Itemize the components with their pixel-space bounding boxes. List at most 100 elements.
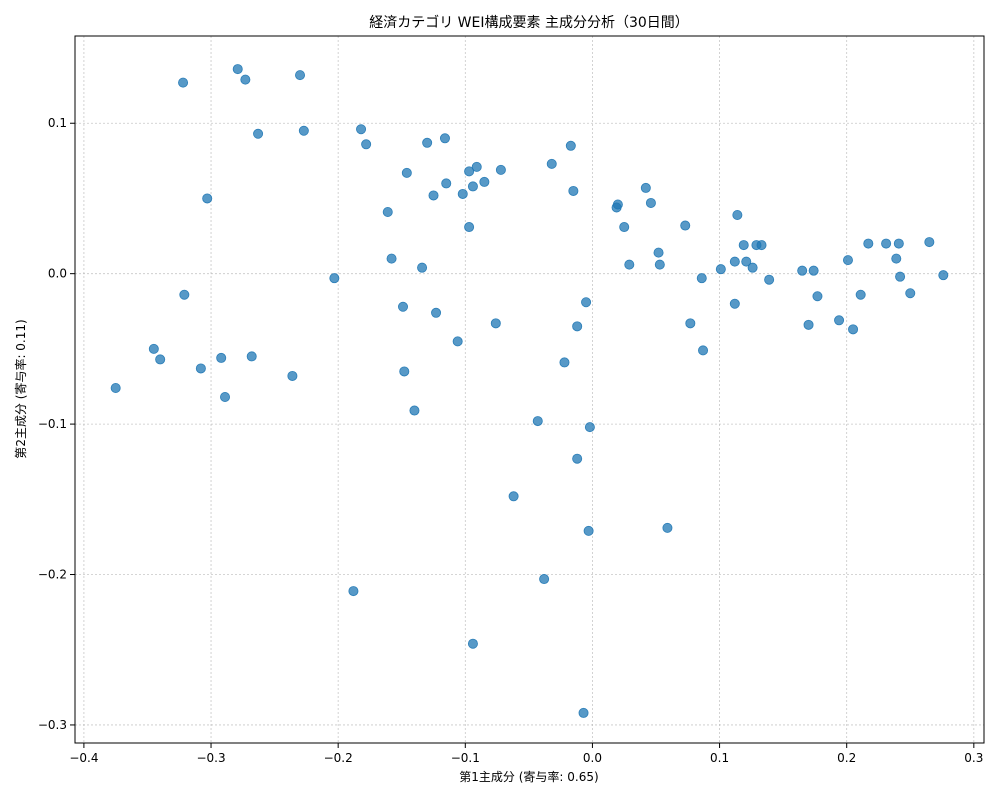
scatter-point xyxy=(240,74,251,85)
scatter-point xyxy=(202,193,213,204)
scatter-point xyxy=(808,265,819,276)
scatter-point xyxy=(895,271,906,282)
scatter-point xyxy=(532,416,543,427)
scatter-point xyxy=(216,352,227,363)
scatter-point xyxy=(155,354,166,365)
scatter-point xyxy=(568,185,579,196)
scatter-point xyxy=(195,363,206,374)
chart-title: 経済カテゴリ WEI構成要素 主成分分析（30日間） xyxy=(369,14,689,31)
scatter-point xyxy=(467,638,478,649)
scatter-point xyxy=(738,240,749,251)
scatter-point xyxy=(409,405,420,416)
scatter-point xyxy=(842,255,853,266)
scatter-point xyxy=(685,318,696,329)
grid xyxy=(75,36,984,743)
scatter-point xyxy=(467,181,478,192)
scatter-point xyxy=(539,574,550,585)
scatter-point xyxy=(741,256,752,267)
scatter-point xyxy=(698,345,709,356)
scatter-point xyxy=(479,176,490,187)
scatter-point xyxy=(110,382,121,393)
x-axis-ticks: −0.4 −0.3 −0.2 −0.1 0.0 0.1 0.2 0.3 xyxy=(69,743,983,765)
scatter-point xyxy=(640,182,651,193)
y-axis-label: 第2主成分 (寄与率: 0.11) xyxy=(13,319,28,458)
scatter-point xyxy=(401,167,412,178)
x-tick-label: −0.2 xyxy=(324,751,353,765)
x-tick-label: 0.0 xyxy=(583,751,602,765)
scatter-point xyxy=(398,301,409,312)
scatter-point xyxy=(382,206,393,217)
scatter-point xyxy=(729,256,740,267)
scatter-point xyxy=(855,289,866,300)
data-points xyxy=(110,64,949,718)
scatter-point xyxy=(848,324,859,335)
scatter-point xyxy=(572,321,583,332)
scatter-point xyxy=(645,197,656,208)
scatter-point xyxy=(439,133,450,144)
scatter-point xyxy=(611,202,622,213)
scatter-point xyxy=(428,190,439,201)
scatter-point xyxy=(220,392,231,403)
scatter-point xyxy=(452,336,463,347)
scatter-point xyxy=(893,238,904,249)
scatter-point xyxy=(246,351,257,362)
scatter-point xyxy=(546,158,557,169)
scatter-point xyxy=(581,297,592,308)
scatter-point xyxy=(624,259,635,270)
scatter-point xyxy=(329,273,340,284)
scatter-point xyxy=(583,525,594,536)
scatter-point xyxy=(572,453,583,464)
scatter-point xyxy=(559,357,570,368)
x-tick-label: −0.4 xyxy=(69,751,98,765)
scatter-point xyxy=(490,318,501,329)
scatter-point xyxy=(715,264,726,275)
scatter-point xyxy=(905,288,916,299)
plot-area xyxy=(74,35,985,744)
x-tick-label: 0.3 xyxy=(964,751,983,765)
scatter-point xyxy=(457,188,468,199)
scatter-point xyxy=(295,70,306,81)
scatter-point xyxy=(431,307,442,318)
scatter-point xyxy=(253,128,264,139)
scatter-point xyxy=(417,262,428,273)
y-tick-label: 0.0 xyxy=(48,267,67,281)
y-tick-label: −0.3 xyxy=(38,718,67,732)
scatter-point xyxy=(662,522,673,533)
scatter-point xyxy=(619,222,630,233)
scatter-point xyxy=(361,139,372,150)
scatter-point xyxy=(464,222,475,233)
scatter-point xyxy=(732,210,743,221)
scatter-point xyxy=(747,262,758,273)
scatter-point xyxy=(924,237,935,248)
scatter-point xyxy=(495,164,506,175)
scatter-point xyxy=(938,270,949,281)
scatter-point xyxy=(584,422,595,433)
scatter-point xyxy=(508,491,519,502)
scatter-point xyxy=(148,343,159,354)
scatter-point xyxy=(287,370,298,381)
scatter-point xyxy=(797,265,808,276)
x-tick-label: 0.1 xyxy=(710,751,729,765)
scatter-point xyxy=(232,64,243,75)
y-tick-label: −0.1 xyxy=(38,417,67,431)
scatter-point xyxy=(178,77,189,88)
scatter-point xyxy=(834,315,845,326)
scatter-point xyxy=(471,161,482,172)
scatter-point xyxy=(565,140,576,151)
scatter-point xyxy=(812,291,823,302)
y-tick-label: −0.2 xyxy=(38,568,67,582)
x-tick-label: −0.3 xyxy=(196,751,225,765)
scatter-point xyxy=(863,238,874,249)
scatter-point xyxy=(654,259,665,270)
scatter-point xyxy=(578,707,589,718)
y-tick-label: 0.1 xyxy=(48,116,67,130)
scatter-point xyxy=(399,366,410,377)
y-axis-ticks: −0.3 −0.2 −0.1 0.0 0.1 xyxy=(38,116,75,732)
scatter-point xyxy=(756,240,767,251)
x-axis-label: 第1主成分 (寄与率: 0.65) xyxy=(459,769,598,784)
scatter-point xyxy=(356,124,367,135)
scatter-point xyxy=(891,253,902,264)
scatter-point xyxy=(422,137,433,148)
scatter-point xyxy=(179,289,190,300)
scatter-point xyxy=(298,125,309,136)
